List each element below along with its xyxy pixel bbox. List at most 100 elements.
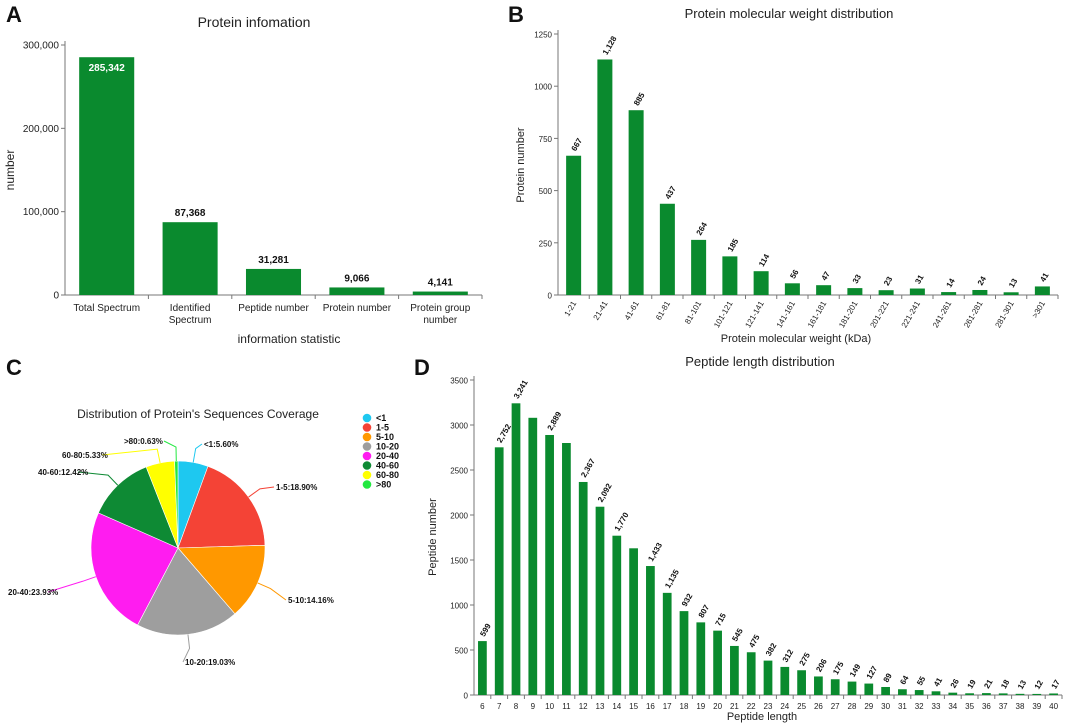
chart-d-xtick-label: 30 <box>881 702 890 711</box>
chart-d-bar <box>965 693 974 695</box>
chart-b-bar <box>941 292 957 295</box>
chart-d-bar <box>746 652 756 695</box>
chart-d-data-label: 2,752 <box>495 422 513 444</box>
legend-label: 20-40 <box>376 451 399 461</box>
chart-a-bar <box>329 287 385 295</box>
chart-d-xtick-label: 14 <box>612 702 621 711</box>
chart-d-bar <box>494 447 504 695</box>
chart-b-bar <box>972 289 988 295</box>
chart-d-bar <box>730 645 739 695</box>
chart-a-data-label: 87,368 <box>175 208 206 219</box>
chart-d-bar <box>662 592 672 695</box>
legend-swatch <box>362 413 372 423</box>
chart-d-bar <box>528 417 538 695</box>
chart-d-bar <box>982 693 991 695</box>
chart-b-data-label: 114 <box>757 252 772 268</box>
pie-slice-label: 40-60:12.42% <box>38 468 88 477</box>
chart-b-bar <box>628 110 644 295</box>
chart-b-data-label: 47 <box>820 270 833 283</box>
chart-a-bar <box>245 268 302 295</box>
legend-swatch <box>362 432 372 442</box>
chart-d-xtick-label: 8 <box>514 702 519 711</box>
chart-b-data-label: 41 <box>1038 271 1051 284</box>
chart-d-bar <box>478 641 487 695</box>
chart-b-data-label: 56 <box>788 268 801 281</box>
chart-d-xtick-label: 11 <box>562 702 571 711</box>
chart-a-ylabel: number <box>3 150 17 191</box>
chart-b-xtick-label: 221-241 <box>900 299 923 329</box>
chart-d-xtick-label: 20 <box>713 702 722 711</box>
chart-d-data-label: 21 <box>982 677 995 690</box>
chart-d-data-label: 206 <box>814 657 829 674</box>
chart-d-bar <box>948 692 958 695</box>
chart-b-xtick-label: 81-101 <box>683 299 704 326</box>
chart-d-ytick-label: 1000 <box>450 602 468 611</box>
chart-d-data-label: 19 <box>966 678 979 691</box>
chart-d-xtick-label: 39 <box>1032 702 1041 711</box>
chart-a-ytick-label: 200,000 <box>23 124 60 135</box>
chart-d-xtick-label: 19 <box>696 702 705 711</box>
chart-b-xtick-label: 201-221 <box>868 299 891 329</box>
chart-d-xtick-label: 23 <box>764 702 773 711</box>
chart-a-ytick-label: 300,000 <box>23 41 60 52</box>
chart-c-sequence-coverage: Distribution of Protein's Sequences Cove… <box>8 407 399 667</box>
chart-d-xtick-label: 31 <box>898 702 907 711</box>
chart-d-xtick-label: 22 <box>747 702 756 711</box>
chart-b-ytick-label: 750 <box>539 135 553 144</box>
legend-label: >80 <box>376 480 391 490</box>
chart-d-bar <box>931 691 941 695</box>
chart-b-bar <box>816 285 832 295</box>
pie-leader-line <box>101 448 161 463</box>
chart-d-bar <box>578 481 588 695</box>
chart-d-bar <box>646 566 655 695</box>
chart-d-xtick-label: 6 <box>480 702 485 711</box>
chart-b-xtick-label: 121-141 <box>743 299 766 329</box>
chart-d-bar <box>914 690 924 695</box>
chart-d-data-label: 1,135 <box>663 568 681 590</box>
chart-b-bar <box>691 239 707 295</box>
chart-d-ytick-label: 3500 <box>450 377 468 386</box>
chart-d-data-label: 89 <box>882 671 895 684</box>
chart-a-xtick-label: Total Spectrum <box>73 303 140 314</box>
chart-a-ytick-label: 100,000 <box>23 207 60 218</box>
chart-b-data-label: 24 <box>976 274 989 287</box>
chart-b-bar <box>659 203 675 295</box>
panel-letter-b: B <box>508 2 524 27</box>
chart-b-xtick-label: 61-81 <box>654 299 672 322</box>
chart-d-xtick-label: 33 <box>932 702 941 711</box>
pie-leader-line <box>163 440 177 462</box>
chart-d-data-label: 18 <box>999 678 1012 691</box>
chart-d-ytick-label: 3000 <box>450 422 468 431</box>
chart-d-bar <box>679 611 689 695</box>
legend-label: 60-80 <box>376 470 399 480</box>
chart-b-title: Protein molecular weight distribution <box>685 6 894 21</box>
legend-swatch <box>362 451 372 461</box>
legend-label: 10-20 <box>376 442 399 452</box>
pie-leader-line <box>248 486 275 498</box>
chart-d-bar <box>814 676 823 695</box>
pie-slice-40-60 <box>98 466 179 549</box>
chart-d-bar <box>797 670 806 695</box>
chart-a-xtick-label: Spectrum <box>169 315 212 326</box>
chart-d-data-label: 3,241 <box>512 378 530 400</box>
chart-a-protein-information: Protein infomation information statistic… <box>3 14 483 346</box>
chart-b-data-label: 13 <box>1007 277 1020 290</box>
chart-b-xtick-label: 41-61 <box>623 299 641 322</box>
chart-b-bar <box>722 256 738 295</box>
chart-b-data-label: 437 <box>663 184 678 201</box>
chart-b-bar <box>1003 292 1019 295</box>
chart-d-xtick-label: 34 <box>948 702 957 711</box>
pie-slice-5-10 <box>177 544 266 615</box>
legend-label: <1 <box>376 413 386 423</box>
chart-a-bar <box>412 291 468 295</box>
chart-d-data-label: 127 <box>865 664 880 681</box>
panel-letter-c: C <box>6 355 22 380</box>
chart-d-xtick-label: 35 <box>965 702 974 711</box>
chart-d-xtick-label: 26 <box>814 702 823 711</box>
chart-b-data-label: 14 <box>945 276 958 289</box>
chart-d-xtick-label: 17 <box>663 702 672 711</box>
chart-c-title: Distribution of Protein's Sequences Cove… <box>77 407 319 421</box>
chart-d-data-label: 807 <box>697 603 712 620</box>
chart-d-bar <box>898 689 907 695</box>
chart-d-bar <box>612 535 622 695</box>
